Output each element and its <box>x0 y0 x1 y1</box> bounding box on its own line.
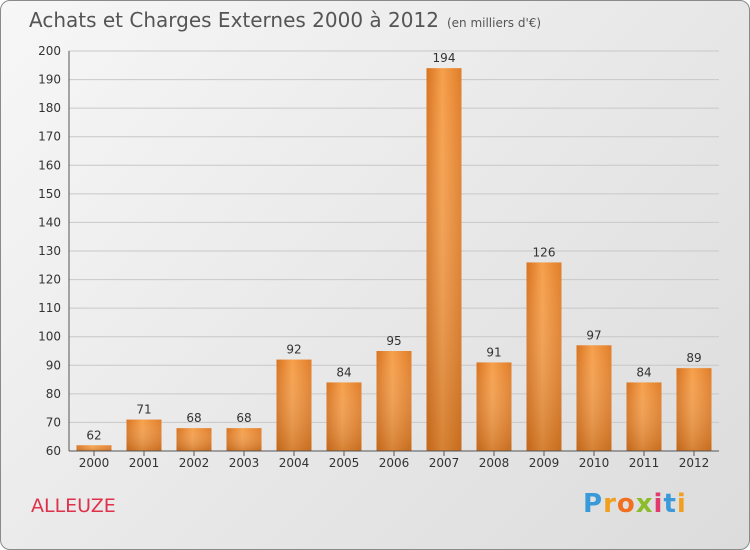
data-label: 68 <box>186 411 201 425</box>
unit-note: (en milliers d'€) <box>446 16 542 30</box>
bar-shade <box>676 368 712 451</box>
data-label: 97 <box>586 328 601 342</box>
chart-title: Achats et Charges Externes 2000 à 2012 (e… <box>29 8 541 32</box>
x-tick-label: 2012 <box>679 456 710 470</box>
place-label: ALLEUZE <box>31 495 116 517</box>
data-label: 126 <box>533 245 556 259</box>
y-tick-label: 100 <box>38 330 61 344</box>
logo-letter: i <box>653 489 664 519</box>
bar-shade <box>326 382 362 451</box>
data-label: 89 <box>686 351 701 365</box>
x-tick-label: 2001 <box>129 456 160 470</box>
data-label: 68 <box>236 411 251 425</box>
data-label: 95 <box>386 334 401 348</box>
bar-shade <box>576 345 612 451</box>
x-axis-ticks: 2000 2001 2002 2003 2004 2005 2006 2007 2008 2009… <box>79 451 710 470</box>
y-tick-label: 80 <box>46 387 61 401</box>
x-tick-label: 2004 <box>279 456 310 470</box>
bar-shade <box>276 359 312 451</box>
x-tick-label: 2011 <box>629 456 660 470</box>
bar-shade <box>426 68 462 452</box>
x-tick-label: 2002 <box>179 456 210 470</box>
x-tick-label: 2009 <box>529 456 560 470</box>
bar-shade <box>176 428 212 451</box>
y-tick-label: 190 <box>38 73 61 87</box>
y-tick-label: 180 <box>38 101 61 115</box>
bars <box>76 68 712 452</box>
bar-shade <box>476 362 512 451</box>
bar-shade <box>76 445 112 451</box>
logo-letter: o <box>616 489 636 519</box>
logo-letter: P <box>583 489 604 519</box>
logo-letter: t <box>663 489 677 519</box>
data-label: 92 <box>286 343 301 357</box>
y-tick-label: 170 <box>38 130 61 144</box>
y-tick-label: 90 <box>46 358 61 372</box>
x-tick-label: 2000 <box>79 456 110 470</box>
data-label: 194 <box>433 51 456 65</box>
x-tick-label: 2008 <box>479 456 510 470</box>
y-tick-label: 70 <box>46 415 61 429</box>
y-tick-label: 150 <box>38 187 61 201</box>
y-tick-label: 160 <box>38 158 61 172</box>
bar-shade <box>226 428 262 451</box>
bar-shade <box>126 419 162 451</box>
y-tick-label: 130 <box>38 244 61 258</box>
x-tick-label: 2005 <box>329 456 360 470</box>
x-tick-label: 2003 <box>229 456 260 470</box>
bar-shade <box>376 351 412 451</box>
y-tick-label: 110 <box>38 301 61 315</box>
data-label: 84 <box>636 365 651 379</box>
logo-letter: r <box>603 489 617 519</box>
data-label: 84 <box>336 365 351 379</box>
bar-shade <box>626 382 662 451</box>
data-labels: 62 71 68 68 92 84 95 194 91 126 97 84 89 <box>86 51 701 442</box>
x-tick-label: 2006 <box>379 456 410 470</box>
data-label: 91 <box>486 345 501 359</box>
data-label: 71 <box>136 403 151 417</box>
x-tick-label: 2007 <box>429 456 460 470</box>
logo-letter: i <box>676 489 687 519</box>
y-tick-label: 60 <box>46 444 61 458</box>
title-text: Achats et Charges Externes 2000 à 2012 <box>29 8 439 32</box>
y-tick-label: 120 <box>38 273 61 287</box>
x-tick-label: 2010 <box>579 456 610 470</box>
logo-letter: x <box>635 489 654 519</box>
bar-shade <box>526 262 562 451</box>
data-label: 62 <box>86 428 101 442</box>
y-tick-label: 200 <box>38 44 61 58</box>
y-tick-label: 140 <box>38 215 61 229</box>
y-axis-ticks: 60 70 80 90 100 110 120 130 140 150 160 170 180 190 20… <box>38 44 61 458</box>
proxiti-logo: Proxiti <box>583 489 687 519</box>
